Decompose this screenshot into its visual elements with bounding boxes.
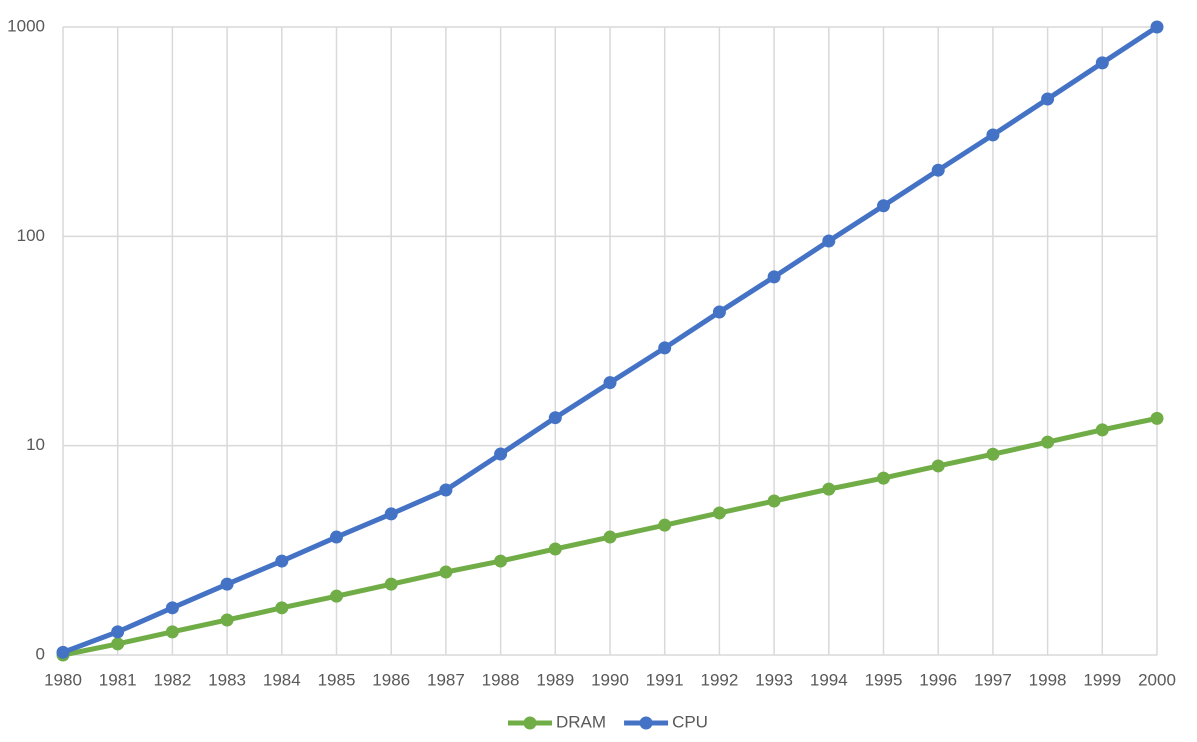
x-tick-label: 1985 [318, 670, 356, 689]
marker [56, 645, 70, 659]
marker [275, 601, 289, 615]
x-tick-label: 2000 [1138, 670, 1176, 689]
marker [658, 341, 672, 355]
x-tick-label: 1996 [919, 670, 957, 689]
marker [658, 518, 672, 532]
marker [384, 577, 398, 591]
marker [931, 163, 945, 177]
marker [220, 577, 234, 591]
y-tick-label: 100 [17, 226, 45, 245]
x-tick-label: 1983 [208, 670, 246, 689]
marker [877, 199, 890, 213]
x-tick-label: 1984 [263, 670, 301, 689]
marker [548, 411, 562, 425]
x-tick-label: 1987 [427, 670, 465, 689]
x-tick-label: 1995 [865, 670, 903, 689]
marker [1150, 411, 1164, 425]
marker [548, 542, 562, 556]
x-tick-label: 1998 [1029, 670, 1067, 689]
x-tick-label: 1982 [153, 670, 191, 689]
marker [439, 565, 453, 579]
marker [1041, 92, 1055, 106]
legend-marker [523, 716, 537, 730]
legend-label: CPU [672, 712, 708, 731]
marker [494, 554, 508, 568]
marker [384, 507, 398, 521]
marker [767, 494, 781, 508]
x-tick-label: 1990 [591, 670, 629, 689]
x-tick-label: 1993 [755, 670, 793, 689]
marker [877, 471, 890, 485]
x-tick-label: 1988 [482, 670, 520, 689]
marker [986, 128, 1000, 142]
marker [603, 530, 617, 544]
marker [330, 589, 343, 603]
x-tick-label: 1989 [536, 670, 574, 689]
x-tick-label: 1991 [646, 670, 684, 689]
y-tick-label: 1000 [7, 16, 45, 35]
marker [767, 270, 781, 284]
marker [931, 459, 945, 473]
x-tick-label: 1981 [99, 670, 137, 689]
marker [1041, 435, 1055, 449]
marker [822, 234, 836, 248]
marker [330, 530, 343, 544]
legend-marker [639, 716, 653, 730]
x-tick-label: 1986 [372, 670, 410, 689]
marker [603, 376, 617, 390]
marker [165, 601, 179, 615]
x-tick-label: 1980 [44, 670, 82, 689]
marker [1150, 20, 1164, 34]
marker [165, 625, 179, 639]
legend-label: DRAM [556, 712, 606, 731]
marker [111, 637, 125, 651]
x-tick-label: 1999 [1083, 670, 1121, 689]
marker [712, 506, 726, 520]
x-tick-label: 1994 [810, 670, 848, 689]
marker [220, 613, 234, 627]
marker [111, 625, 125, 639]
x-tick-label: 1992 [700, 670, 738, 689]
marker [986, 447, 1000, 461]
marker [439, 483, 453, 497]
marker [275, 554, 289, 568]
marker [1095, 56, 1109, 70]
marker [1095, 423, 1109, 437]
marker [712, 305, 726, 319]
marker [494, 447, 508, 461]
y-tick-label: 0 [36, 644, 45, 663]
marker [822, 482, 836, 496]
y-tick-label: 10 [26, 435, 45, 454]
x-tick-label: 1997 [974, 670, 1012, 689]
